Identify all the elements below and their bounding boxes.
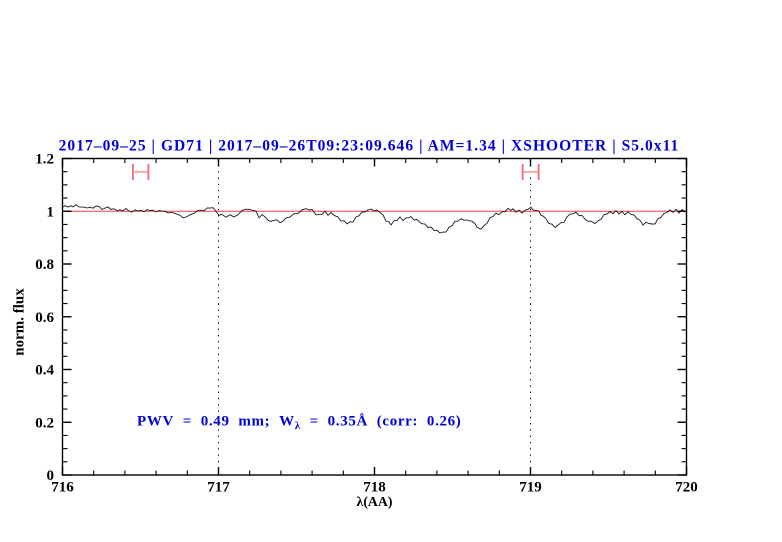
svg-text:719: 719 <box>519 480 542 496</box>
svg-text:λ(AA): λ(AA) <box>357 494 393 510</box>
svg-text:1.2: 1.2 <box>35 152 54 168</box>
svg-text:2017–09–25 | GD71 | 2017–09–26: 2017–09–25 | GD71 | 2017–09–26T09:23:09.… <box>59 138 680 155</box>
svg-text:718: 718 <box>363 480 386 496</box>
svg-text:717: 717 <box>207 480 230 496</box>
svg-text:0: 0 <box>47 468 55 484</box>
svg-text:716: 716 <box>51 480 74 496</box>
svg-text:norm. flux: norm. flux <box>12 288 28 356</box>
svg-text:PWV = 0.49 mm; Wλ = 0.35: PWV = 0.49 mm; Wλ = 0.35Å (corr: 0.26) <box>137 414 461 433</box>
svg-text:0.2: 0.2 <box>35 415 54 431</box>
svg-text:0.6: 0.6 <box>35 310 54 326</box>
svg-text:0.8: 0.8 <box>35 257 54 273</box>
svg-text:720: 720 <box>675 480 698 496</box>
svg-text:0.4: 0.4 <box>35 363 54 379</box>
svg-text:1: 1 <box>47 204 55 220</box>
